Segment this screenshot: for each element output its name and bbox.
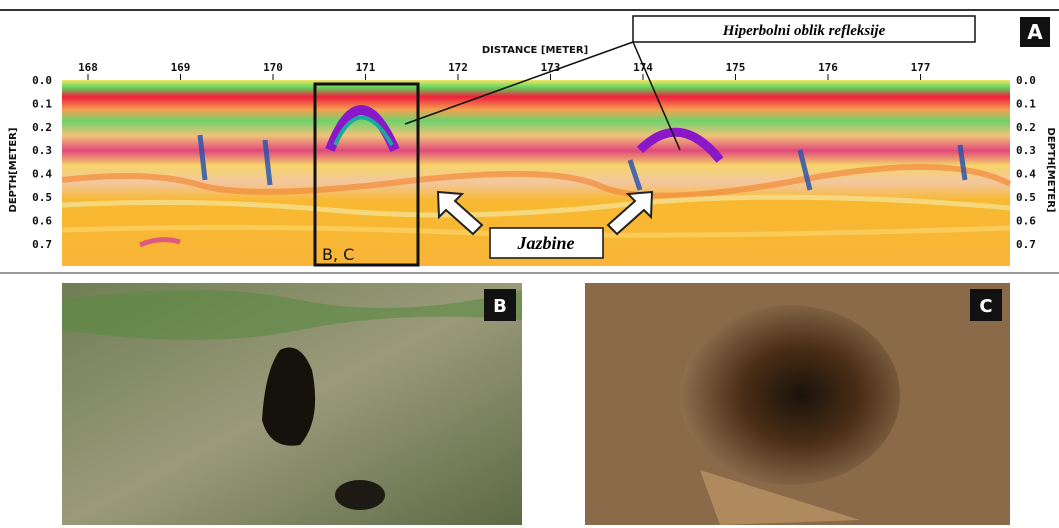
photo-b: B xyxy=(62,283,522,525)
x-tick-label: 176 xyxy=(818,61,838,74)
arrow-label: Jazbine xyxy=(516,233,574,253)
panel-label: A xyxy=(1027,20,1043,44)
y-tick-label: 0.0 xyxy=(32,74,52,87)
y-tick-label: 0.1 xyxy=(1016,97,1036,110)
y-axis-title-left: DEPTH[METER] xyxy=(8,128,19,213)
y-tick-label: 0.1 xyxy=(32,97,52,110)
y-axis-title-right: DEPTH[METER] xyxy=(1045,128,1056,213)
x-tick-label: 173 xyxy=(541,61,561,74)
arrow xyxy=(436,190,484,236)
x-tick-label: 170 xyxy=(263,61,283,74)
y-tick-label: 0.0 xyxy=(1016,74,1036,87)
x-tick-label: 174 xyxy=(633,61,653,74)
x-tick-label: 171 xyxy=(356,61,376,74)
x-axis-title: DISTANCE [METER] xyxy=(482,45,588,56)
y-tick-label: 0.4 xyxy=(32,168,52,181)
callout-line xyxy=(404,41,634,125)
x-tick-label: 169 xyxy=(171,61,191,74)
callout-text: Hiperbolni oblik refleksije xyxy=(722,23,886,39)
y-tick-label: 0.6 xyxy=(1016,214,1036,227)
arrow-label-box xyxy=(489,227,604,259)
radargram xyxy=(61,80,1012,266)
box-label: B, C xyxy=(322,245,354,264)
y-tick-label: 0.6 xyxy=(32,214,52,227)
x-ticks: 168 169 170 171 172 173 174 175 176 177 xyxy=(78,61,930,80)
y-tick-label: 0.5 xyxy=(32,191,52,204)
highlight-box xyxy=(313,82,420,267)
y-tick-label: 0.2 xyxy=(32,121,52,134)
x-tick-label: 168 xyxy=(78,61,98,74)
y-ticks: 0.0 0.0 0.1 0.1 0.2 0.2 0.3 0.3 0.4 0.4 0.5 0.5 0.6 0… xyxy=(32,74,1036,251)
x-tick-label: 175 xyxy=(726,61,746,74)
panel-label: B xyxy=(493,296,507,317)
y-tick-label: 0.7 xyxy=(1016,238,1036,251)
panel-label: C xyxy=(979,296,992,317)
y-tick-label: 0.5 xyxy=(1016,191,1036,204)
callout-line xyxy=(632,41,681,151)
y-tick-label: 0.3 xyxy=(32,144,52,157)
panel-label-box xyxy=(1020,17,1050,47)
x-tick-label: 172 xyxy=(448,61,468,74)
y-tick-label: 0.4 xyxy=(1016,168,1036,181)
x-tick-label: 177 xyxy=(911,61,931,74)
photo-c: C xyxy=(585,283,1010,525)
callout-box xyxy=(632,15,976,43)
y-tick-label: 0.2 xyxy=(1016,121,1036,134)
arrow xyxy=(606,190,654,236)
y-tick-label: 0.3 xyxy=(1016,144,1036,157)
y-tick-label: 0.7 xyxy=(32,238,52,251)
